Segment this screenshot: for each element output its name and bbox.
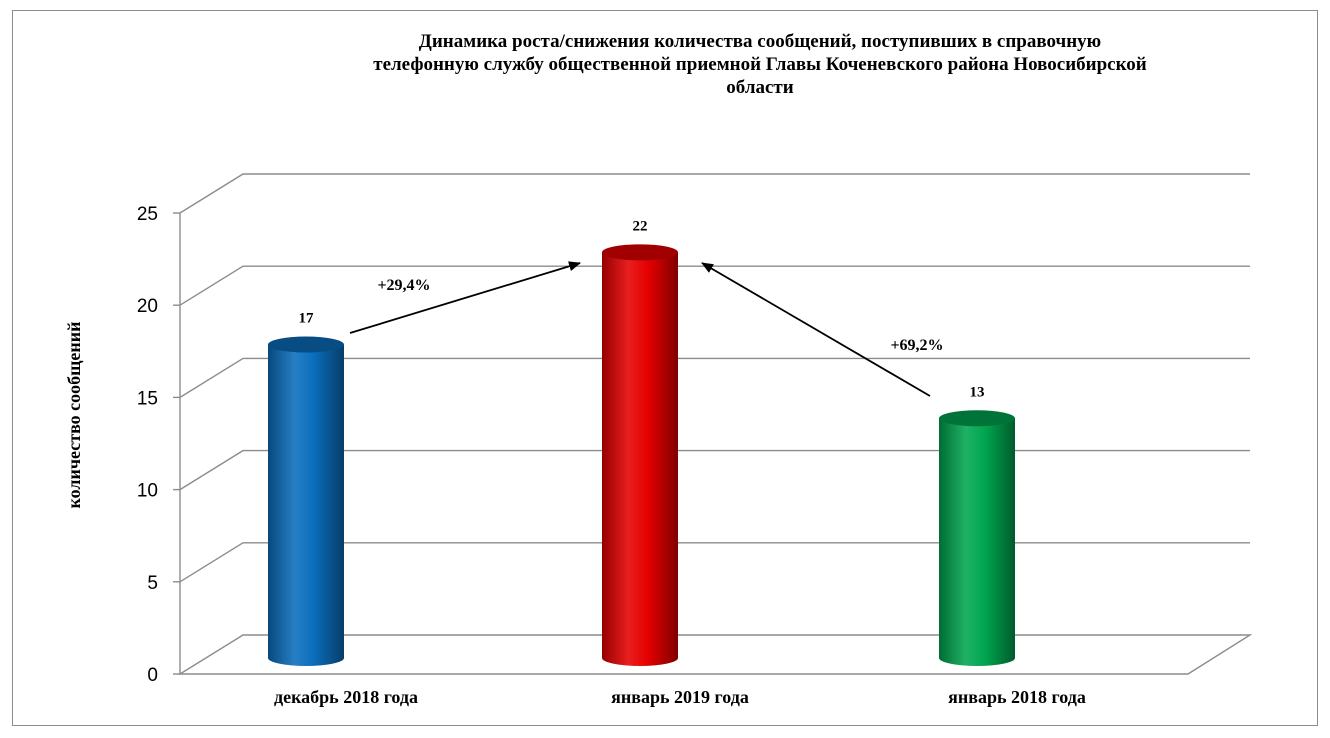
gridline bbox=[179, 542, 1250, 583]
y-tick-label: 5 bbox=[147, 573, 158, 594]
chart-title-line: области bbox=[726, 77, 794, 98]
annotation-label: +29,4% bbox=[377, 277, 430, 294]
data-label: 13 bbox=[970, 384, 985, 400]
annotation-arrow bbox=[349, 261, 581, 334]
chart-title: Динамика роста/снижения количества сообщ… bbox=[200, 30, 1320, 99]
x-tick-label: январь 2018 года bbox=[948, 687, 1086, 707]
floor bbox=[177, 634, 1253, 675]
y-tick-label: 0 bbox=[147, 665, 158, 686]
x-tick-label: декабрь 2018 года bbox=[274, 687, 418, 707]
x-tick-label: январь 2019 года bbox=[611, 687, 749, 707]
gridline bbox=[179, 449, 1250, 491]
y-tick-label: 20 bbox=[137, 296, 158, 317]
bar-top bbox=[939, 410, 1015, 427]
gridline bbox=[179, 265, 1250, 306]
bar bbox=[602, 252, 678, 666]
annotations: +29,4% +69,2% bbox=[349, 261, 944, 397]
chart-title-line: телефонную службу общественной приемной … bbox=[373, 54, 1147, 75]
bar bbox=[268, 344, 344, 666]
y-axis: 0 5 10 15 20 25 декабрь 2018 года январь 2019 г… bbox=[137, 204, 1086, 707]
gridlines bbox=[177, 173, 1253, 675]
annotation-arrow bbox=[701, 262, 931, 397]
gridline bbox=[179, 357, 1250, 398]
gridline bbox=[179, 173, 1250, 214]
data-label: 17 bbox=[299, 311, 315, 327]
annotation-label: +69,2% bbox=[890, 337, 943, 354]
bars: 17 22 13 bbox=[268, 218, 1015, 666]
y-axis-label: количество сообщений bbox=[64, 322, 84, 509]
bar-top bbox=[602, 244, 678, 261]
data-label: 22 bbox=[633, 218, 648, 234]
y-tick-label: 25 bbox=[137, 204, 158, 225]
bar-top bbox=[268, 336, 344, 353]
y-tick-label: 10 bbox=[137, 481, 158, 502]
chart-title-line: Динамика роста/снижения количества сообщ… bbox=[418, 31, 1102, 52]
y-tick-label: 15 bbox=[137, 388, 158, 409]
bar bbox=[939, 418, 1015, 666]
